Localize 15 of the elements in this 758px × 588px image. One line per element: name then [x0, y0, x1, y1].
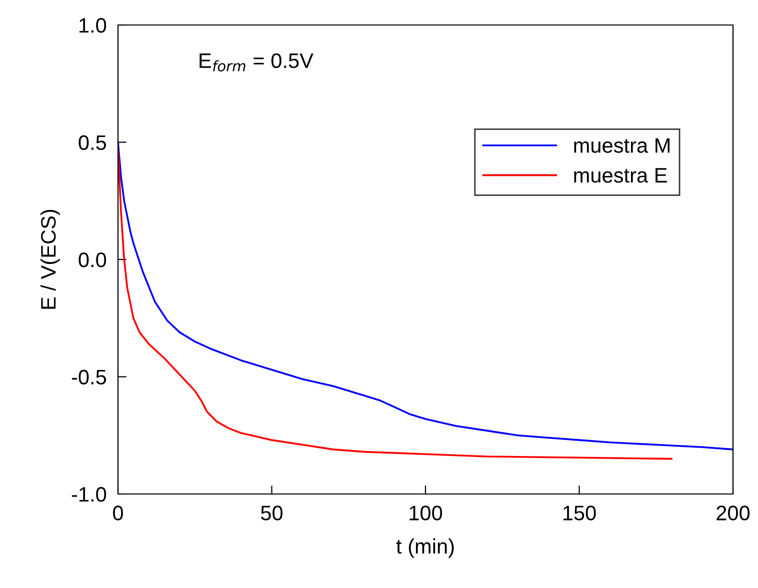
y-tick-label: -0.5 — [72, 370, 106, 385]
y-tick-label: 1.0 — [80, 18, 106, 33]
x-axis-title: t (min) — [396, 538, 454, 558]
y-tick-label: 0.0 — [78, 252, 106, 268]
y-tick-label: 0.5 — [78, 135, 106, 150]
x-tick-label: 50 — [261, 506, 283, 520]
legend-label: muestra E — [574, 168, 667, 183]
y-tick-label: -1.0 — [72, 487, 106, 502]
x-tick-label: 100 — [410, 506, 442, 520]
annotation: E$_{form}$ = 0.5V — [200, 53, 314, 72]
x-tick-label: 150 — [563, 506, 596, 520]
x-tick-label: 200 — [716, 506, 750, 520]
legend-label: muestra M — [574, 138, 670, 153]
y-axis-title: E / V(ECS) — [40, 210, 60, 309]
x-tick-label: 0 — [113, 506, 123, 520]
